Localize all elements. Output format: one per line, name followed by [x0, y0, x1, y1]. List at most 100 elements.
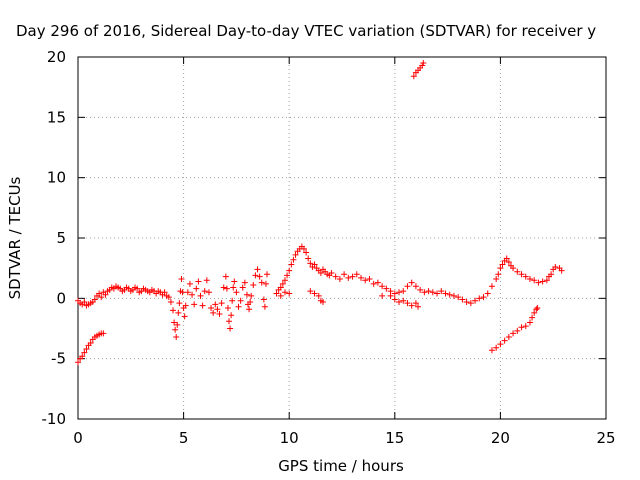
data-point — [497, 341, 504, 348]
data-point — [429, 289, 436, 296]
data-point — [96, 290, 103, 297]
data-point — [195, 278, 202, 285]
data-point — [279, 280, 286, 287]
data-point — [493, 276, 500, 283]
data-point — [446, 291, 453, 298]
data-point — [383, 285, 390, 292]
data-point — [223, 285, 230, 292]
data-point — [226, 318, 233, 325]
data-point — [319, 298, 326, 305]
data-point — [228, 312, 235, 319]
y-tick-label: 0 — [56, 289, 66, 307]
data-point — [208, 304, 215, 311]
data-point — [231, 278, 238, 285]
data-point — [332, 273, 339, 280]
data-point — [167, 298, 174, 305]
data-point — [391, 296, 398, 303]
data-point — [288, 261, 295, 268]
y-tick-label: 10 — [47, 169, 66, 187]
data-point — [235, 303, 242, 310]
data-point — [260, 296, 267, 303]
data-point — [374, 279, 381, 286]
data-point — [237, 297, 244, 304]
data-point — [311, 261, 318, 268]
data-point — [450, 292, 457, 299]
data-point — [273, 290, 280, 297]
data-point — [518, 324, 525, 331]
data-point — [203, 277, 210, 284]
data-point — [514, 268, 521, 275]
data-point — [510, 330, 517, 337]
data-point — [315, 292, 322, 299]
data-point — [514, 327, 521, 334]
data-point — [181, 313, 188, 320]
data-point — [102, 291, 109, 298]
data-point — [212, 301, 219, 308]
data-point — [170, 307, 177, 314]
data-point — [404, 283, 411, 290]
data-point — [218, 300, 225, 307]
data-point — [261, 303, 268, 310]
x-tick-label: 25 — [596, 429, 615, 447]
data-point — [476, 295, 483, 302]
data-point — [176, 300, 183, 307]
data-point — [533, 306, 540, 313]
data-point — [174, 321, 181, 328]
data-point — [224, 304, 231, 311]
data-point — [425, 288, 432, 295]
data-point — [248, 292, 255, 299]
data-point — [404, 300, 411, 307]
data-point — [505, 259, 512, 266]
data-point — [488, 283, 495, 290]
data-point — [463, 298, 470, 305]
data-point — [307, 288, 314, 295]
data-point — [488, 347, 495, 354]
data-point — [173, 333, 180, 340]
data-point — [396, 298, 403, 305]
data-point — [258, 279, 265, 286]
data-point — [400, 288, 407, 295]
data-point — [341, 271, 348, 278]
data-point — [214, 306, 221, 313]
chart-title: Day 296 of 2016, Sidereal Day-to-day VTE… — [16, 22, 596, 40]
data-point — [264, 271, 271, 278]
data-point — [239, 284, 246, 291]
data-point — [246, 306, 253, 313]
data-point — [184, 289, 191, 296]
data-point — [370, 280, 377, 287]
data-point — [531, 309, 538, 316]
data-point — [186, 280, 193, 287]
x-tick-label: 10 — [280, 429, 299, 447]
data-point — [262, 280, 269, 287]
data-point — [522, 323, 529, 330]
data-point — [345, 274, 352, 281]
data-point — [171, 319, 178, 326]
data-point — [467, 300, 474, 307]
data-point — [495, 271, 502, 278]
data-point — [100, 330, 107, 337]
data-point — [165, 294, 172, 301]
data-point — [379, 283, 386, 290]
data-point — [230, 284, 237, 291]
x-tick-label: 15 — [385, 429, 404, 447]
data-point — [317, 269, 324, 276]
data-point — [412, 300, 419, 307]
data-point — [254, 266, 261, 273]
data-point — [134, 285, 141, 292]
data-point — [379, 292, 386, 299]
data-point — [510, 265, 517, 272]
data-point — [277, 292, 284, 299]
data-point — [526, 319, 533, 326]
data-point — [91, 296, 98, 303]
data-point — [222, 273, 229, 280]
data-point — [229, 297, 236, 304]
data-point — [98, 294, 105, 301]
data-point — [83, 346, 90, 353]
data-point — [535, 279, 542, 286]
data-point — [417, 286, 424, 293]
x-axis-label: GPS time / hours — [278, 457, 404, 475]
data-point — [493, 344, 500, 351]
data-point — [193, 285, 200, 292]
data-point — [396, 289, 403, 296]
data-point — [484, 290, 491, 297]
